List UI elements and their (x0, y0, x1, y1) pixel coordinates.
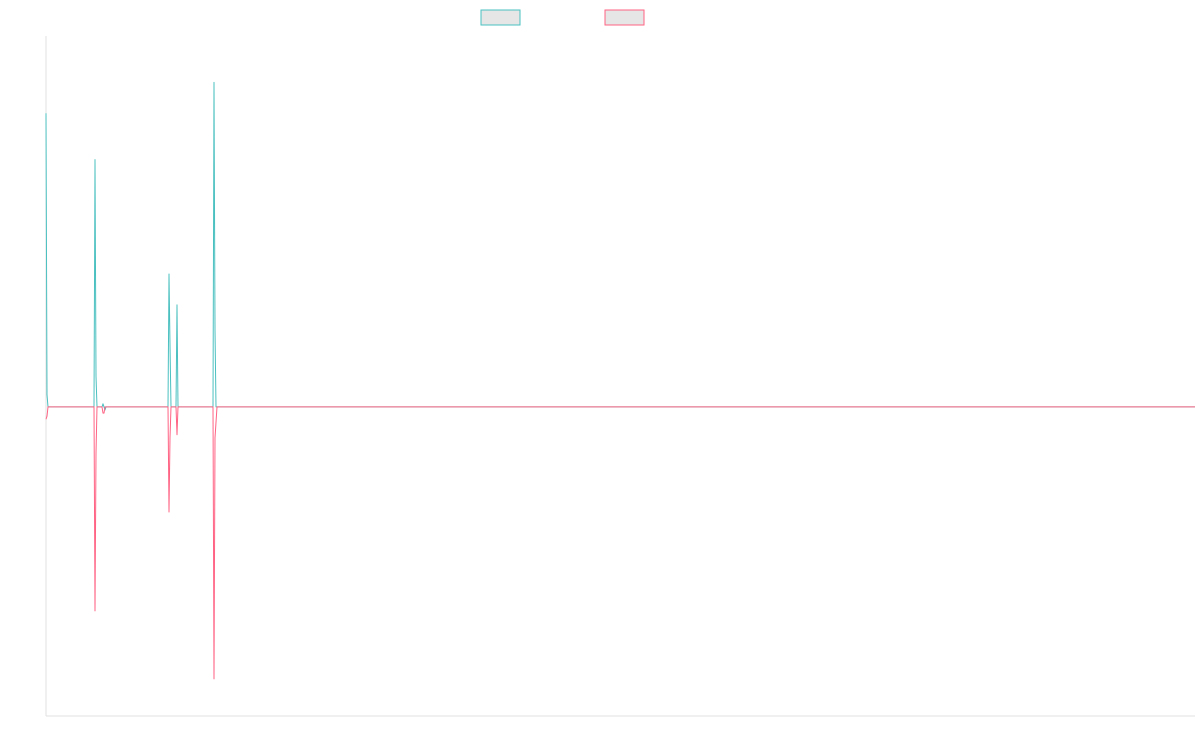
legend (480, 9, 645, 26)
legend-swatch-2[interactable] (604, 9, 645, 26)
series-line-1 (45, 81, 1195, 411)
series-line-2 (45, 406, 1195, 680)
legend-swatch-1[interactable] (480, 9, 521, 26)
axes (45, 36, 1195, 717)
plot-area (45, 81, 1195, 680)
